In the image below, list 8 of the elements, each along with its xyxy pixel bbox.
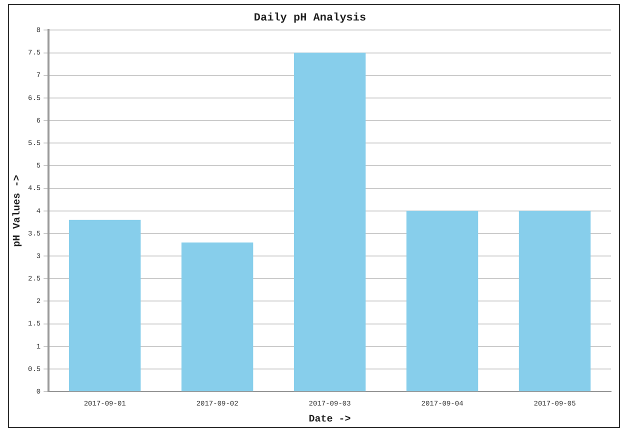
chart-title: Daily pH Analysis — [254, 12, 366, 24]
bar — [406, 210, 478, 392]
y-axis-title: pH Values -> — [12, 174, 24, 247]
bar — [518, 210, 591, 392]
x-axis-title: Date -> — [308, 414, 351, 426]
bar — [294, 52, 366, 392]
bar — [68, 220, 141, 392]
bar — [181, 242, 254, 392]
